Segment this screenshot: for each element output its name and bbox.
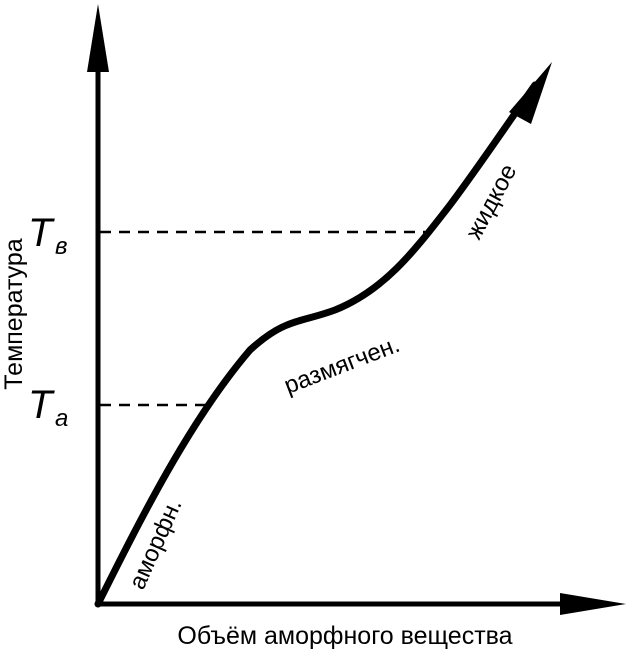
level-label-tv: T в [28, 211, 68, 260]
level-label-ta: T а [28, 383, 68, 432]
curve-arrowhead [509, 62, 552, 124]
x-axis-arrowhead [560, 593, 626, 615]
y-axis-arrowhead [87, 4, 109, 72]
level-ta-sub: а [55, 405, 68, 432]
level-tv-main: T [28, 211, 55, 255]
level-tv-sub: в [55, 233, 68, 260]
state-curve [94, 81, 539, 608]
x-axis-title: Объём аморфного вещества [177, 622, 512, 650]
level-ta-main: T [28, 383, 55, 427]
region-label-amorphous: аморфн. [124, 495, 188, 594]
y-axis-title: Температура [0, 238, 28, 390]
region-label-softened: размягчен. [280, 331, 403, 400]
